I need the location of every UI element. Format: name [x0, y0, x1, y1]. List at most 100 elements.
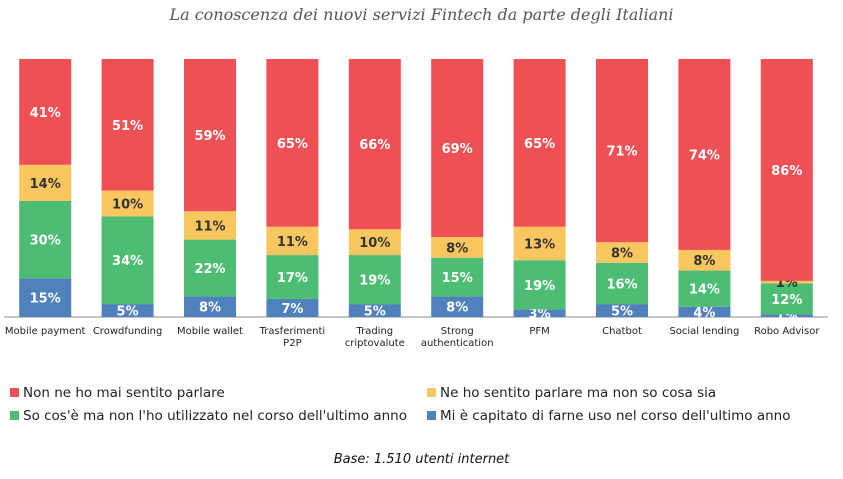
x-tick-label-pfm: PFM: [529, 326, 549, 337]
stacked-bar-chart: 15% 30% 14% 41% Mobile payment 5% 34% 10% 51% Cro…: [4, 59, 828, 349]
data-label-never-heard-trasferimenti-p2p: 65%: [277, 137, 308, 152]
bar-segment-heard-mobile-payment: [19, 164, 72, 201]
data-label-know-not-used-mobile-payment: 30%: [30, 234, 61, 249]
data-label-never-heard-strong-authentication: 69%: [442, 142, 473, 157]
bar-segment-never-heard-strong-authentication: [431, 59, 484, 238]
data-label-heard-social-lending: 8%: [693, 254, 715, 269]
data-label-never-heard-mobile-payment: 41%: [30, 106, 61, 121]
legend-item-used: Mi è capitato di farne uso nel corso del…: [427, 408, 790, 424]
legend-swatch-know-not-used: [10, 411, 19, 420]
x-tick-label-trasferimenti-p2p-line-2: P2P: [283, 338, 301, 349]
bar-segment-never-heard-crowdfunding: [101, 59, 154, 191]
data-label-heard-trading-criptovalute: 10%: [359, 236, 390, 251]
data-label-used-strong-authentication: 8%: [446, 301, 468, 316]
data-label-know-not-used-trasferimenti-p2p: 17%: [277, 271, 308, 286]
data-label-know-not-used-trading-criptovalute: 19%: [359, 274, 390, 289]
legend-label-know-not-used: So cos'è ma non l'ho utilizzato nel cors…: [23, 408, 407, 424]
bar-segment-heard-trasferimenti-p2p: [266, 226, 319, 256]
data-label-heard-chatbot: 8%: [611, 247, 633, 262]
data-label-used-chatbot: 5%: [611, 305, 633, 320]
data-label-know-not-used-pfm: 19%: [524, 279, 555, 294]
data-label-know-not-used-robo-advisor: 12%: [771, 293, 802, 308]
data-label-know-not-used-social-lending: 14%: [689, 283, 720, 298]
bar-segment-know-not-used-strong-authentication: [431, 257, 484, 297]
data-label-heard-strong-authentication: 8%: [446, 241, 468, 256]
bar-segment-know-not-used-mobile-wallet: [184, 239, 236, 297]
x-tick-label-trading-criptovalute-line-1: Trading: [355, 326, 393, 337]
data-label-never-heard-robo-advisor: 86%: [771, 164, 802, 179]
base-note: Base: 1.510 utenti internet: [333, 452, 510, 467]
data-label-heard-mobile-wallet: 11%: [194, 219, 225, 234]
data-label-never-heard-chatbot: 71%: [606, 145, 637, 160]
bar-segment-know-not-used-social-lending: [678, 270, 731, 307]
bar-segment-know-not-used-mobile-payment: [19, 200, 72, 279]
legend-item-know-not-used: So cos'è ma non l'ho utilizzato nel cors…: [10, 408, 407, 424]
bar-segment-never-heard-mobile-payment: [19, 59, 72, 165]
data-label-used-trading-criptovalute: 5%: [364, 305, 386, 320]
data-label-heard-crowdfunding: 10%: [112, 197, 143, 212]
bar-segment-know-not-used-trading-criptovalute: [348, 255, 401, 305]
data-label-know-not-used-chatbot: 16%: [606, 277, 637, 292]
bar-segment-never-heard-pfm: [513, 59, 566, 227]
data-label-used-pfm: 3%: [529, 307, 551, 322]
bar-segment-used-crowdfunding: [101, 304, 154, 317]
data-label-never-heard-social-lending: 74%: [689, 148, 720, 163]
legend-swatch-never-heard: [10, 388, 19, 397]
bar-segment-never-heard-trasferimenti-p2p: [266, 59, 319, 227]
data-label-never-heard-mobile-wallet: 59%: [194, 129, 225, 144]
bar-segment-never-heard-robo-advisor: [760, 59, 813, 281]
bar-segment-used-trasferimenti-p2p: [266, 298, 319, 317]
bar-segment-used-mobile-payment: [19, 278, 72, 317]
data-label-heard-mobile-payment: 14%: [30, 177, 61, 192]
data-label-used-mobile-wallet: 8%: [199, 301, 221, 316]
legend-item-never-heard: Non ne ho mai sentito parlare: [10, 385, 225, 401]
data-label-never-heard-pfm: 65%: [524, 137, 555, 152]
bar-segment-heard-trading-criptovalute: [348, 229, 401, 256]
chart-title: La conoscenza dei nuovi servizi Fintech …: [169, 5, 674, 24]
bar-segment-heard-crowdfunding: [101, 190, 154, 217]
x-tick-label-trading-criptovalute-line-2: criptovalute: [345, 338, 405, 349]
bar-segment-used-pfm: [513, 309, 566, 317]
bar-segment-used-mobile-wallet: [184, 296, 236, 317]
legend-swatch-heard: [427, 388, 436, 397]
data-label-know-not-used-mobile-wallet: 22%: [194, 262, 225, 277]
bar-segment-know-not-used-trasferimenti-p2p: [266, 255, 319, 299]
x-tick-label-social-lending: Social lending: [669, 326, 739, 337]
data-label-used-mobile-payment: 15%: [30, 292, 61, 307]
legend-label-never-heard: Non ne ho mai sentito parlare: [23, 385, 225, 401]
bar-segment-never-heard-trading-criptovalute: [348, 59, 401, 230]
bar-segment-used-chatbot: [596, 304, 648, 317]
bar-segment-know-not-used-pfm: [513, 260, 566, 310]
bar-segment-used-robo-advisor: [760, 314, 813, 317]
data-label-heard-pfm: 13%: [524, 237, 555, 252]
x-tick-label-mobile-payment: Mobile payment: [5, 326, 86, 337]
bar-segment-never-heard-chatbot: [596, 59, 648, 243]
legend-label-heard: Ne ho sentito parlare ma non so cosa sia: [440, 385, 717, 401]
bar-segment-used-strong-authentication: [431, 296, 484, 317]
bar-segment-heard-social-lending: [678, 249, 731, 271]
x-tick-label-trasferimenti-p2p-line-1: Trasferimenti: [259, 326, 326, 337]
bar-segment-know-not-used-crowdfunding: [101, 216, 154, 305]
data-label-know-not-used-crowdfunding: 34%: [112, 254, 143, 269]
bar-segment-used-social-lending: [678, 306, 731, 317]
x-tick-label-strong-authentication-line-2: authentication: [421, 338, 494, 349]
x-tick-label-robo-advisor: Robo Advisor: [754, 326, 820, 337]
bar-segment-heard-strong-authentication: [431, 237, 484, 258]
x-tick-label-chatbot: Chatbot: [602, 326, 642, 337]
bar-segment-heard-mobile-wallet: [184, 211, 236, 240]
data-label-know-not-used-strong-authentication: 15%: [442, 271, 473, 286]
data-label-used-trasferimenti-p2p: 7%: [281, 302, 303, 317]
x-tick-label-strong-authentication-line-1: Strong: [441, 326, 474, 337]
data-label-never-heard-crowdfunding: 51%: [112, 119, 143, 134]
bar-segment-know-not-used-robo-advisor: [760, 283, 813, 315]
legend-item-heard: Ne ho sentito parlare ma non so cosa sia: [427, 385, 716, 401]
bar-segment-know-not-used-chatbot: [596, 262, 648, 305]
x-tick-label-crowdfunding: Crowdfunding: [93, 326, 163, 337]
data-label-used-social-lending: 4%: [693, 306, 715, 321]
data-label-heard-trasferimenti-p2p: 11%: [277, 235, 308, 250]
bar-segment-heard-chatbot: [596, 242, 648, 263]
bar-segment-never-heard-mobile-wallet: [184, 59, 236, 212]
bar-segment-heard-robo-advisor: [760, 280, 813, 284]
legend-label-used: Mi è capitato di farne uso nel corso del…: [440, 408, 791, 424]
data-label-used-crowdfunding: 5%: [117, 305, 139, 320]
